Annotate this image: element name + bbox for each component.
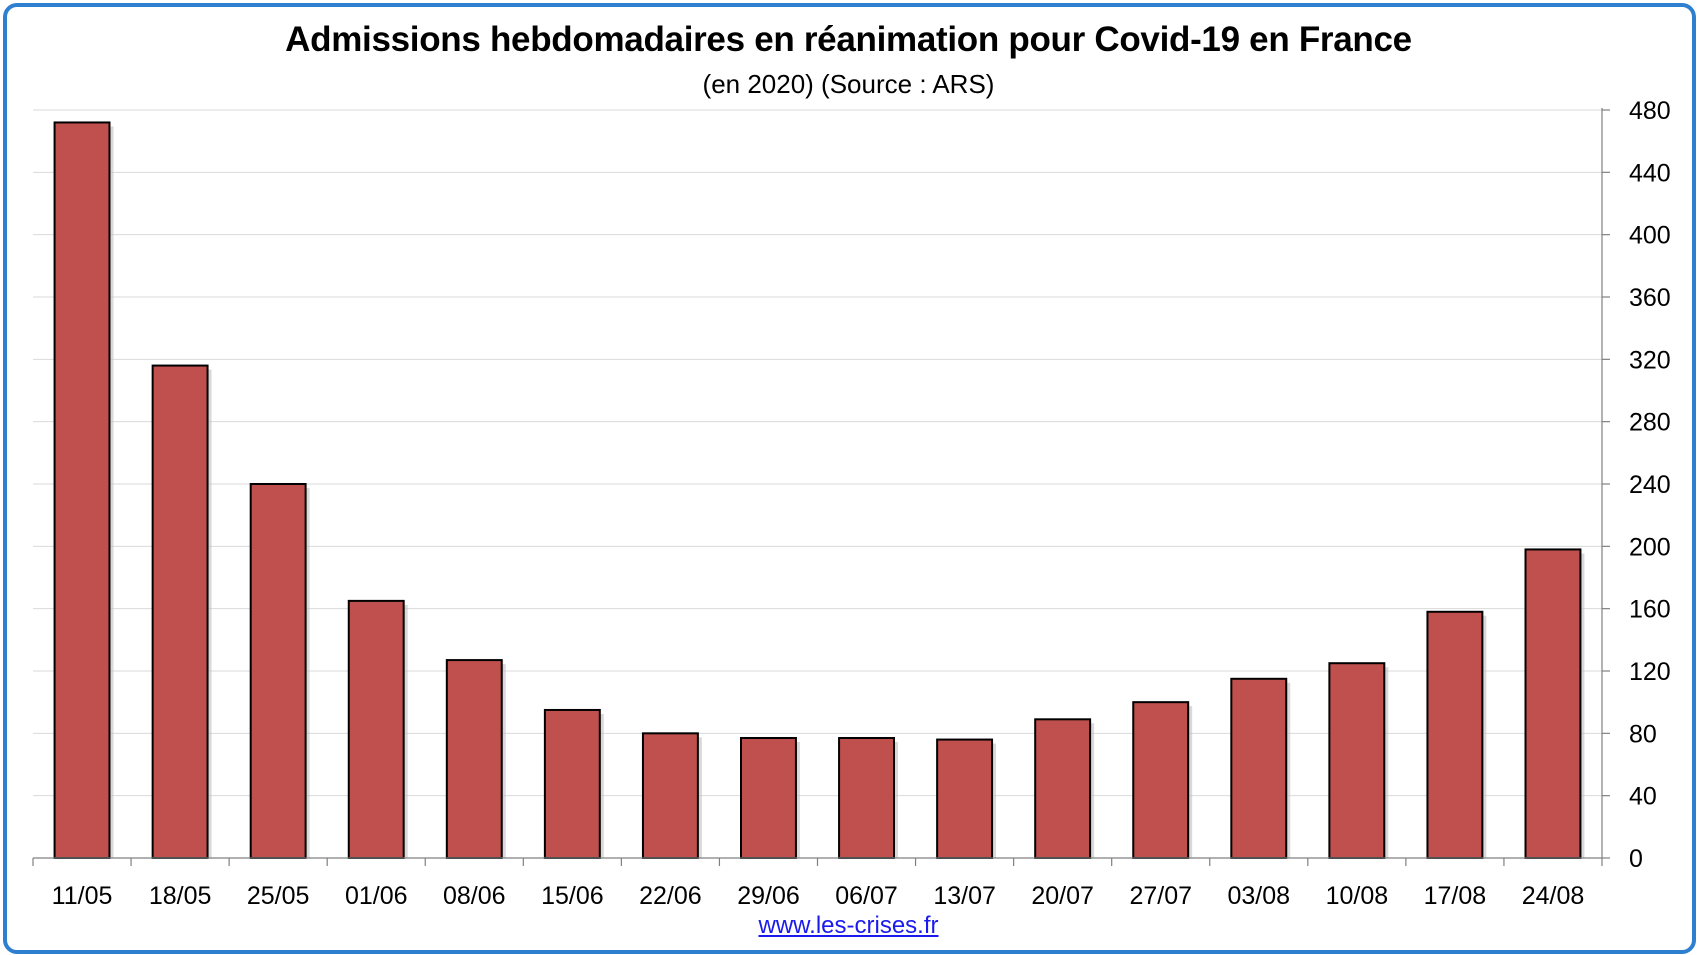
x-tick-label: 20/07 (1031, 882, 1094, 910)
y-tick-label: 280 (1629, 409, 1671, 437)
bar (543, 708, 601, 859)
x-tick-label: 29/06 (737, 882, 800, 910)
y-tick-label: 320 (1629, 346, 1671, 374)
bar (936, 738, 994, 859)
y-tick-label: 200 (1629, 533, 1671, 561)
y-tick-label: 40 (1629, 783, 1657, 811)
bar (347, 599, 405, 859)
y-tick-label: 240 (1629, 471, 1671, 499)
x-tick-label: 15/06 (541, 882, 604, 910)
bars (53, 121, 1585, 860)
bar (1132, 701, 1190, 860)
chart-title: Admissions hebdomadaires en réanimation … (285, 20, 1412, 59)
x-tick-label: 10/08 (1326, 882, 1389, 910)
x-tick-label: 11/05 (52, 882, 113, 910)
bar (740, 737, 797, 860)
x-tick-label: 01/06 (345, 882, 408, 910)
bar (838, 737, 895, 860)
bar (1328, 662, 1386, 859)
x-tick-labels: 11/05 18/05 25/05 01/06 08/06 15/06 22/06 29/06… (52, 882, 1585, 910)
bar (151, 364, 209, 859)
y-tick-label: 440 (1629, 159, 1671, 187)
y-tick-label: 120 (1629, 658, 1671, 686)
x-tick-label: 08/06 (443, 882, 506, 910)
axes (32, 108, 1610, 866)
y-tick-label: 0 (1629, 845, 1643, 873)
bar (249, 483, 307, 859)
bar (445, 659, 503, 860)
y-tick-label: 480 (1629, 97, 1671, 125)
y-tick-label: 360 (1629, 284, 1671, 312)
x-tick-label: 18/05 (149, 882, 212, 910)
x-tick-label: 13/07 (933, 882, 996, 910)
bar (1230, 677, 1288, 860)
bar (53, 121, 111, 859)
y-tick-label: 400 (1629, 222, 1671, 250)
x-tick-label: 06/07 (835, 882, 898, 910)
bar (1426, 610, 1484, 859)
x-tick-label: 24/08 (1522, 882, 1585, 910)
x-tick-label: 27/07 (1129, 882, 1192, 910)
chart-subtitle: (en 2020) (Source : ARS) (702, 69, 995, 99)
bar (1524, 548, 1582, 859)
y-tick-label: 160 (1629, 596, 1671, 624)
source-link[interactable]: www.les-crises.fr (758, 912, 939, 939)
x-tick-label: 22/06 (639, 882, 702, 910)
y-tick-label: 80 (1629, 720, 1657, 748)
bar (641, 732, 699, 859)
y-tick-labels: 0 40 80 120 160 200 240 280 320 360 400 440 480 (1629, 97, 1671, 873)
bar (1034, 718, 1092, 860)
x-tick-label: 03/08 (1228, 882, 1291, 910)
x-tick-label: 17/08 (1424, 882, 1487, 910)
x-tick-label: 25/05 (247, 882, 310, 910)
